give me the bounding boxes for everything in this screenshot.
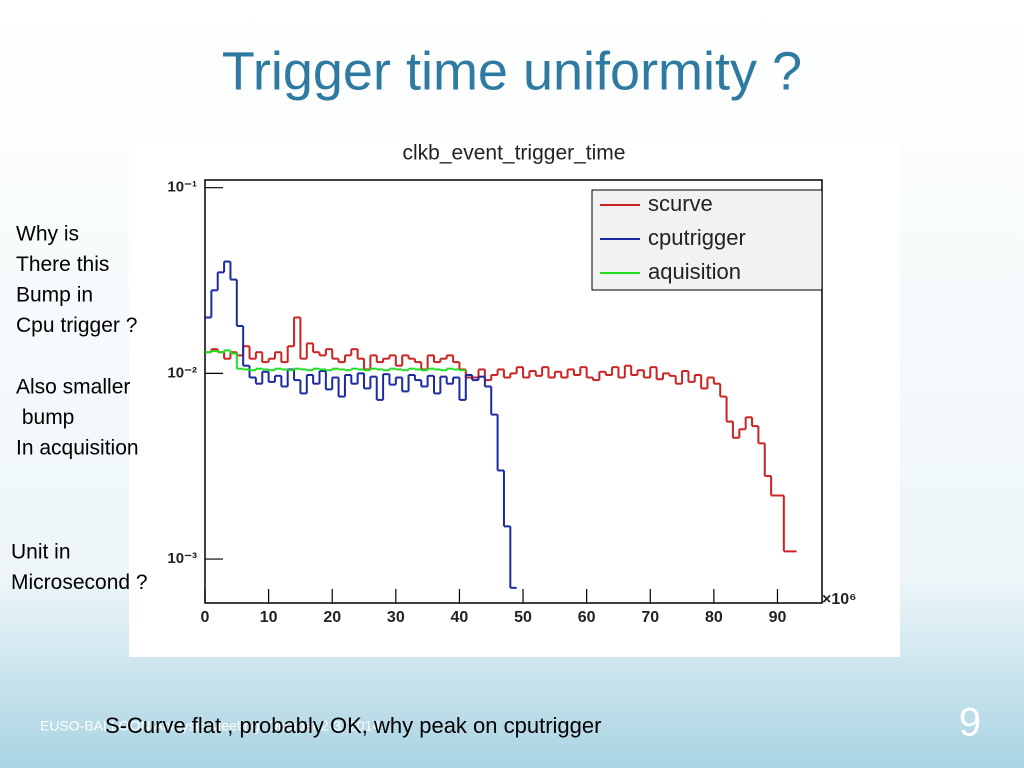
- x-tick-label: 80: [705, 609, 723, 626]
- legend-label: scurve: [648, 191, 713, 216]
- x-tick-label: 50: [514, 609, 532, 626]
- caption: S-Curve flat , probably OK, why peak on …: [105, 713, 601, 738]
- footer: EUSO-BALLOON Analysis Meeting, October 2…: [40, 718, 380, 734]
- notes: Why is There this Bump in Cpu trigger ? Also…: [11, 223, 148, 595]
- note-line: Unit in: [11, 541, 71, 564]
- note-line: There this: [16, 253, 109, 276]
- x-tick-label: 60: [578, 609, 596, 626]
- note-line: Also smaller: [16, 376, 130, 399]
- x-tick-label: 40: [451, 609, 469, 626]
- slide-title: Trigger time uniformity ?: [222, 41, 802, 101]
- plot-frame: [204, 179, 823, 604]
- note-line: Cpu trigger ?: [16, 314, 137, 337]
- x-tick-label: 10: [260, 609, 278, 626]
- x-multiplier: ×10⁶: [822, 591, 857, 608]
- x-tick-label: 90: [769, 609, 787, 626]
- page-number: 9: [959, 701, 981, 745]
- x-tick-label: 70: [641, 609, 659, 626]
- x-tick-label: 0: [201, 609, 210, 626]
- note-line: bump: [16, 406, 74, 429]
- y-tick-label: 10⁻³: [167, 550, 197, 567]
- legend-label: cputrigger: [648, 225, 746, 250]
- note-line: Microsecond ?: [11, 571, 148, 594]
- y-tick-label: 10⁻¹: [167, 179, 197, 196]
- legend-label: aquisition: [648, 259, 741, 284]
- x-tick-label: 20: [323, 609, 341, 626]
- note-line: Why is: [16, 223, 79, 246]
- note-line: In acquisition: [16, 437, 139, 460]
- plot-area: [205, 260, 797, 589]
- y-tick-label: 10⁻²: [167, 364, 197, 381]
- note-line: Bump in: [16, 284, 93, 307]
- chart-title: clkb_event_trigger_time: [403, 142, 626, 165]
- x-tick-label: 30: [387, 609, 405, 626]
